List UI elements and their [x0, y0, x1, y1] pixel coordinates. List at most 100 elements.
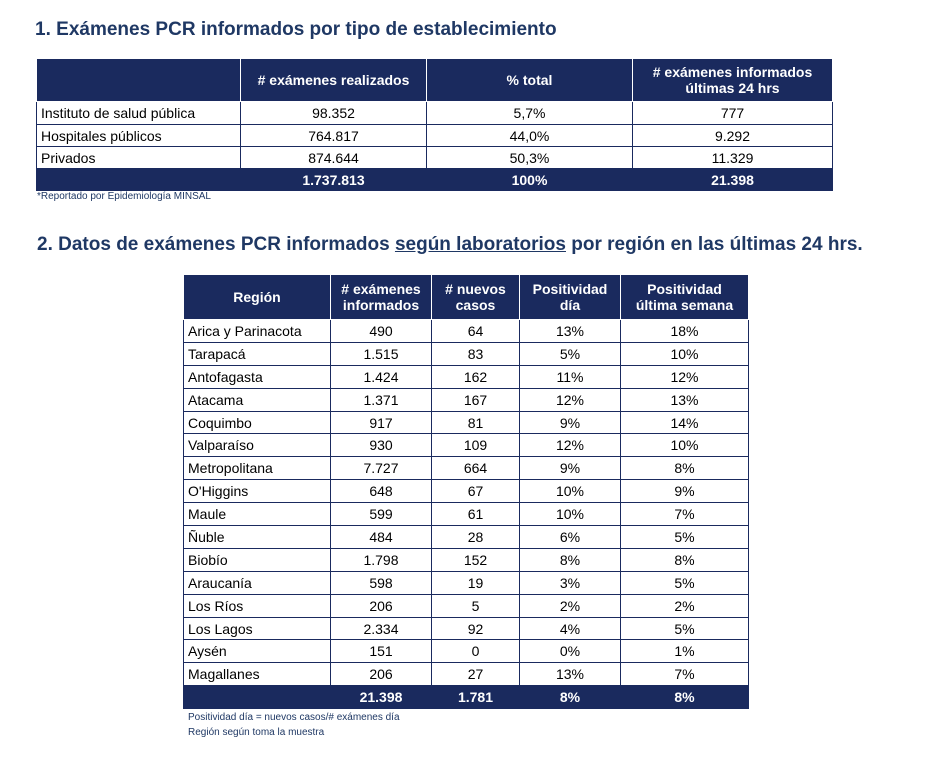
region-label: Metropolitana: [183, 456, 331, 481]
total-examenes: 21.398: [330, 685, 432, 710]
pos-dia-cell: 3%: [519, 570, 621, 595]
pct-cell: 44,0%: [426, 124, 633, 147]
table-row: Metropolitana 7.727 664 9% 8%: [183, 456, 749, 481]
table-row: Magallanes 206 27 13% 7%: [183, 662, 749, 687]
region-label: Coquimbo: [183, 410, 331, 435]
pos-semana-cell: 5%: [620, 525, 749, 549]
table-row: Biobío 1.798 152 8% 8%: [183, 547, 749, 572]
table-header-row: Región # exámenes informados # nuevos ca…: [183, 274, 749, 320]
pos-dia-cell: 10%: [519, 502, 621, 527]
total-realizados: 1.737.813: [240, 168, 427, 191]
pos-semana-cell: 18%: [620, 319, 749, 343]
pos-dia-cell: 13%: [519, 319, 621, 343]
total-ultimas24: 21.398: [632, 168, 833, 191]
examenes-cell: 917: [330, 410, 432, 435]
casos-cell: 5: [431, 593, 520, 618]
region-label: Antofagasta: [183, 364, 331, 389]
table-row: Los Lagos 2.334 92 4% 5%: [183, 616, 749, 641]
ultimas24-cell: 777: [632, 101, 833, 125]
region-label: Los Ríos: [183, 593, 331, 618]
total-casos: 1.781: [431, 685, 520, 710]
region-label: Biobío: [183, 547, 331, 572]
casos-cell: 67: [431, 479, 520, 504]
pos-dia-cell: 0%: [519, 639, 621, 664]
examenes-cell: 1.515: [330, 341, 432, 366]
examenes-cell: 1.798: [330, 547, 432, 572]
header-examenes: # exámenes informados: [330, 274, 432, 320]
region-label: Los Lagos: [183, 616, 331, 641]
pos-semana-cell: 10%: [620, 341, 749, 366]
table-row: Arica y Parinacota 490 64 13% 18%: [183, 319, 749, 343]
total-pos-semana: 8%: [620, 685, 749, 710]
table-row: Maule 599 61 10% 7%: [183, 502, 749, 527]
pos-semana-cell: 9%: [620, 479, 749, 504]
realizados-cell: 874.644: [240, 146, 427, 169]
region-label: O'Higgins: [183, 479, 331, 504]
examenes-cell: 2.334: [330, 616, 432, 641]
total-pct: 100%: [426, 168, 633, 191]
table-row: Atacama 1.371 167 12% 13%: [183, 387, 749, 412]
pos-dia-cell: 2%: [519, 593, 621, 618]
pos-semana-cell: 5%: [620, 616, 749, 641]
section2-title-post: por región en las últimas 24 hrs.: [565, 234, 863, 255]
pos-semana-cell: 12%: [620, 364, 749, 389]
section1-title-text: Exámenes PCR informados por tipo de esta…: [56, 19, 557, 40]
pos-semana-cell: 14%: [620, 410, 749, 435]
pos-dia-cell: 5%: [519, 341, 621, 366]
table-row: Antofagasta 1.424 162 11% 12%: [183, 364, 749, 389]
casos-cell: 664: [431, 456, 520, 481]
header-blank: [36, 58, 241, 102]
examenes-cell: 1.424: [330, 364, 432, 389]
section2-title: 2. Datos de exámenes PCR informados segú…: [37, 234, 863, 256]
total-label: [183, 685, 331, 710]
pos-dia-cell: 9%: [519, 456, 621, 481]
pos-semana-cell: 7%: [620, 662, 749, 687]
pos-semana-cell: 8%: [620, 547, 749, 572]
region-label: Ñuble: [183, 525, 331, 549]
header-pct-total: % total: [426, 58, 633, 102]
pos-dia-cell: 8%: [519, 547, 621, 572]
casos-cell: 83: [431, 341, 520, 366]
casos-cell: 92: [431, 616, 520, 641]
footnote: Positividad día = nuevos casos/# exámene…: [188, 712, 400, 723]
examenes-cell: 7.727: [330, 456, 432, 481]
pos-dia-cell: 12%: [519, 387, 621, 412]
header-realizados: # exámenes realizados: [240, 58, 427, 102]
footnotes: Positividad día = nuevos casos/# exámene…: [188, 710, 400, 740]
establishment-table: # exámenes realizados % total # exámenes…: [36, 58, 833, 191]
table-row: Privados 874.644 50,3% 11.329: [36, 146, 833, 169]
total-pos-dia: 8%: [519, 685, 621, 710]
pos-semana-cell: 8%: [620, 456, 749, 481]
examenes-cell: 490: [330, 319, 432, 343]
table-row: Coquimbo 917 81 9% 14%: [183, 410, 749, 435]
table-header-row: # exámenes realizados % total # exámenes…: [36, 58, 833, 102]
table-row: Ñuble 484 28 6% 5%: [183, 525, 749, 549]
casos-cell: 81: [431, 410, 520, 435]
table-row: Tarapacá 1.515 83 5% 10%: [183, 341, 749, 366]
table-row: Valparaíso 930 109 12% 10%: [183, 433, 749, 458]
examenes-cell: 151: [330, 639, 432, 664]
examenes-cell: 648: [330, 479, 432, 504]
casos-cell: 64: [431, 319, 520, 343]
casos-cell: 109: [431, 433, 520, 458]
realizados-cell: 764.817: [240, 124, 427, 147]
header-region: Región: [183, 274, 331, 320]
casos-cell: 27: [431, 662, 520, 687]
establishment-label: Hospitales públicos: [36, 124, 241, 147]
pos-dia-cell: 12%: [519, 433, 621, 458]
examenes-cell: 484: [330, 525, 432, 549]
total-label: [36, 168, 241, 191]
section2-title-pre: 2. Datos de exámenes PCR informados: [37, 234, 395, 255]
footnote: Región según toma la muestra: [188, 727, 325, 738]
region-label: Arica y Parinacota: [183, 319, 331, 343]
table-row: Hospitales públicos 764.817 44,0% 9.292: [36, 124, 833, 147]
pos-semana-cell: 10%: [620, 433, 749, 458]
region-label: Atacama: [183, 387, 331, 412]
pos-dia-cell: 11%: [519, 364, 621, 389]
pct-cell: 5,7%: [426, 101, 633, 125]
section1-number: 1.: [35, 19, 51, 40]
pos-semana-cell: 1%: [620, 639, 749, 664]
header-ultimas24: # exámenes informados últimas 24 hrs: [632, 58, 833, 102]
section1-title: 1. Exámenes PCR informados por tipo de e…: [35, 19, 557, 41]
pct-cell: 50,3%: [426, 146, 633, 169]
